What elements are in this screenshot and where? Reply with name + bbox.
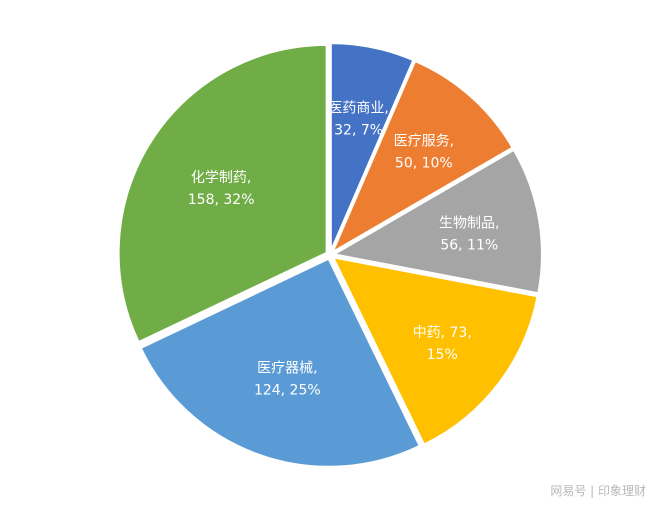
slice-label-line: 56, 11% bbox=[440, 237, 498, 253]
slice-label-line: 生物制品, bbox=[439, 215, 499, 231]
slice-label-line: 化学制药, bbox=[191, 170, 251, 186]
slice-label: 医疗器械, 124, 25% bbox=[254, 361, 321, 399]
watermark: 网易号 | 印象理财 bbox=[550, 484, 646, 498]
pie-slice-1 bbox=[330, 59, 514, 255]
slice-label-line: 50, 10% bbox=[395, 155, 453, 171]
pie-slice-0 bbox=[329, 42, 415, 252]
slice-label: 医药商业, 32, 7% bbox=[328, 101, 388, 139]
slice-label-line: 医疗器械, bbox=[257, 361, 317, 377]
slice-label-line: 医药商业, bbox=[328, 101, 388, 117]
slice-label-line: 158, 32% bbox=[188, 192, 255, 208]
slice-label-line: 124, 25% bbox=[254, 383, 321, 399]
pie-slice-3 bbox=[331, 256, 539, 446]
pie-slice-2 bbox=[331, 148, 543, 295]
slice-label-line: 中药, 73, bbox=[413, 325, 472, 341]
pie-slice-5 bbox=[117, 43, 328, 344]
slice-label: 生物制品, 56, 11% bbox=[439, 215, 499, 253]
slice-label-line: 医疗服务, bbox=[394, 133, 454, 149]
slice-label-line: 15% bbox=[427, 347, 458, 363]
pie-slice-4 bbox=[139, 257, 421, 468]
slice-label: 化学制药, 158, 32% bbox=[188, 170, 255, 208]
slice-label: 中药, 73, 15% bbox=[413, 325, 472, 363]
slice-label: 医疗服务, 50, 10% bbox=[394, 133, 454, 171]
slice-label-line: 32, 7% bbox=[334, 123, 383, 139]
